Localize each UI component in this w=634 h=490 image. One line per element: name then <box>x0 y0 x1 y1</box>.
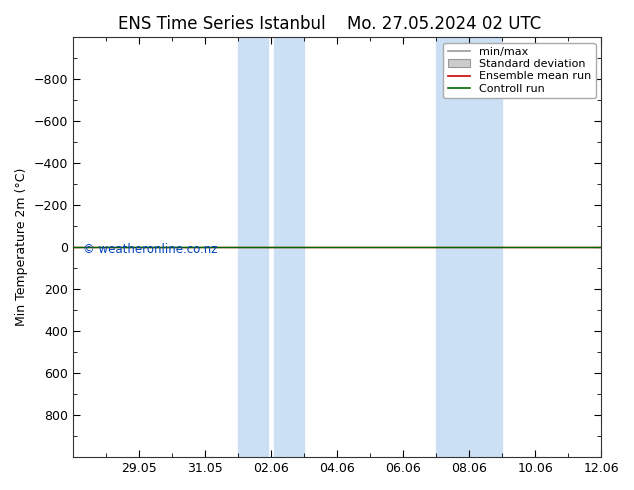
Bar <box>436 37 502 457</box>
Y-axis label: Min Temperature 2m (°C): Min Temperature 2m (°C) <box>15 168 28 326</box>
Text: ENS Time Series Istanbul: ENS Time Series Istanbul <box>118 15 326 33</box>
Text: Mo. 27.05.2024 02 UTC: Mo. 27.05.2024 02 UTC <box>347 15 541 33</box>
Bar <box>238 37 268 457</box>
Bar <box>275 37 304 457</box>
Text: © weatheronline.co.nz: © weatheronline.co.nz <box>84 243 218 256</box>
Legend: min/max, Standard deviation, Ensemble mean run, Controll run: min/max, Standard deviation, Ensemble me… <box>443 43 595 98</box>
